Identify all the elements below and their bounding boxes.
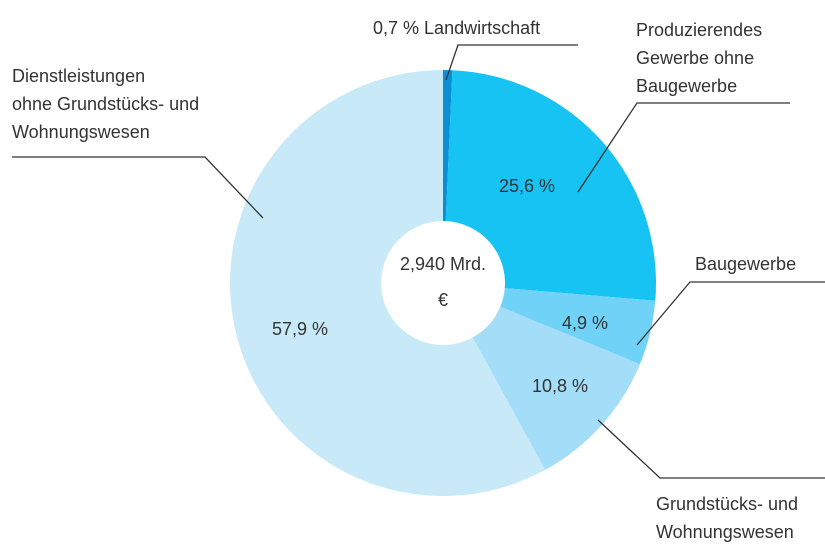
slice-label: 0,7 % Landwirtschaft	[373, 18, 540, 38]
category-label: Produzierendes Gewerbe ohne Baugewerbe	[636, 20, 762, 96]
slice	[230, 70, 546, 496]
slice	[443, 70, 453, 222]
category-label: Grundstücks- und Wohnungswesen	[656, 494, 798, 542]
category-label: Baugewerbe	[695, 254, 796, 274]
category-label: Landwirtschaft	[424, 18, 540, 38]
value-label: 0,7 %	[373, 18, 419, 38]
slice	[500, 288, 656, 365]
value-label: 57,9 %	[272, 319, 328, 339]
leader-line	[597, 419, 825, 479]
leader-line	[445, 44, 578, 81]
value-label: 4,9 %	[562, 313, 608, 333]
value-label: 25,6 %	[499, 176, 555, 196]
center-label: 2,940 Mrd. €	[400, 254, 486, 310]
slice	[472, 306, 640, 470]
category-label: Dienstleistungen ohne Grundstücks- und Woh…	[12, 66, 199, 142]
slices	[230, 70, 656, 496]
leader-line	[577, 102, 790, 193]
leader-line	[12, 156, 264, 219]
leader-line	[636, 281, 825, 346]
leader-lines	[12, 44, 825, 479]
slice	[445, 70, 656, 301]
value-label: 10,8 %	[532, 376, 588, 396]
